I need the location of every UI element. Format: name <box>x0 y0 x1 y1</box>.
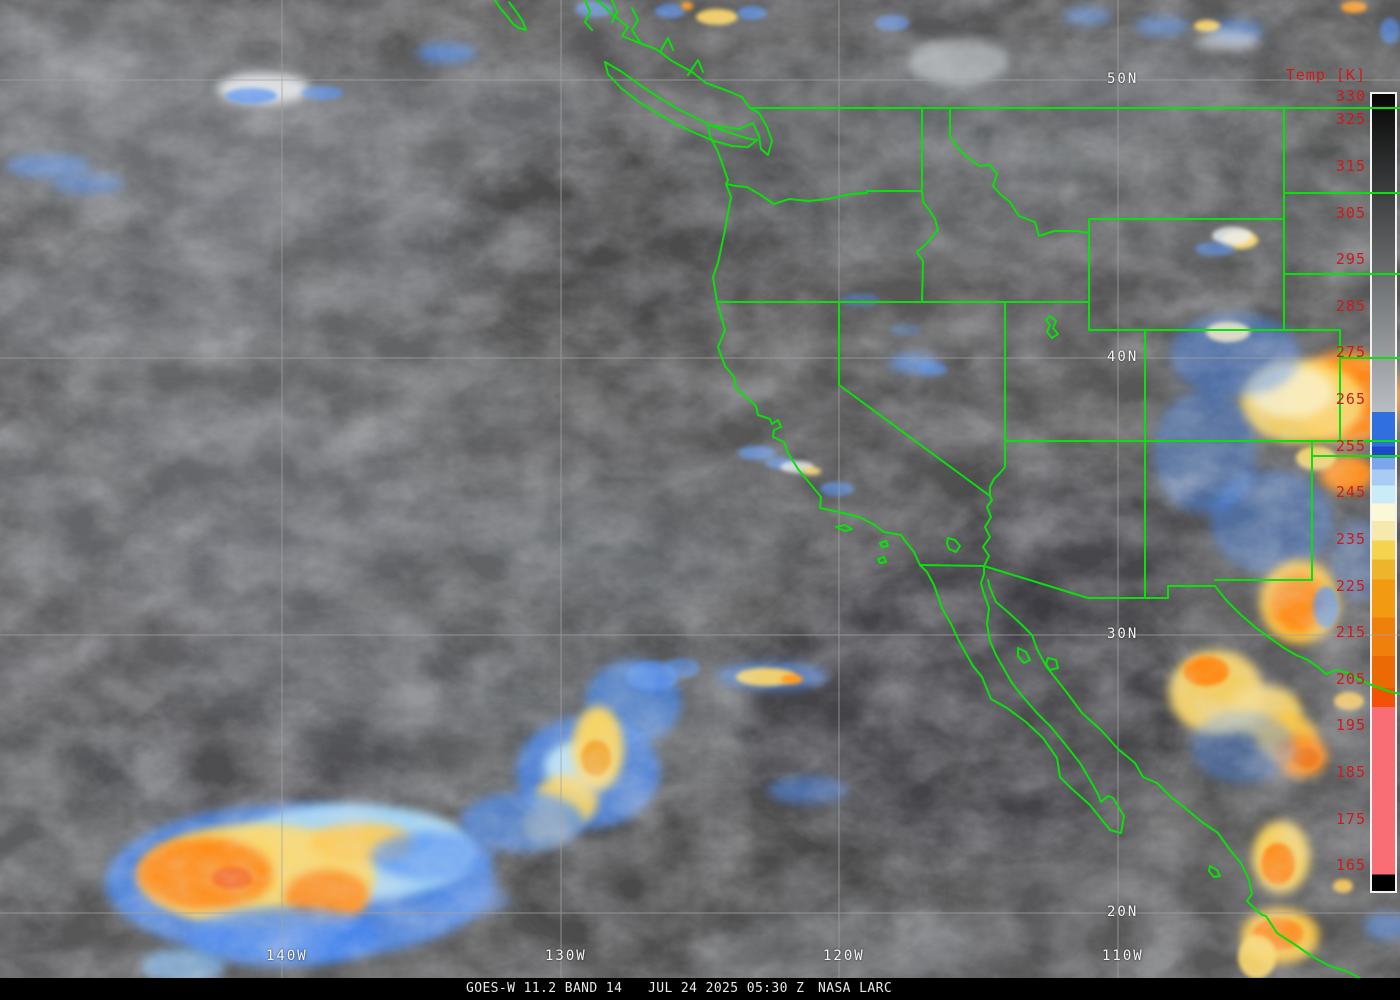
great-salt-lake-outline <box>1045 315 1059 339</box>
graticule-gridlines <box>0 0 1400 978</box>
mexico-mainland-coast <box>987 579 1361 978</box>
or-id-border-snake <box>916 190 939 303</box>
pacific-coastline <box>596 0 921 566</box>
wa-or-border-columbia <box>725 183 923 205</box>
channel-island-2 <box>879 540 889 548</box>
vancouver-island-outline <box>604 61 758 148</box>
channel-island-3 <box>877 556 887 564</box>
channel-island-1 <box>835 524 853 532</box>
gulf-island-angel <box>1017 647 1031 664</box>
islas-marias <box>1208 865 1221 878</box>
id-mt-border <box>949 107 1090 237</box>
satellite-cloud-imagery <box>0 0 1400 978</box>
caption-credit: NASA LARC <box>818 981 893 996</box>
az-nv-colorado-river <box>989 440 1006 497</box>
cloud-texture-light <box>0 0 1400 978</box>
bc-inlet-1 <box>584 0 593 31</box>
caption-bar: GOES-W 11.2 BAND 14 JUL 24 2025 05:30 Z … <box>0 978 1400 1000</box>
bc-inlet-3 <box>631 7 641 43</box>
caption-instrument: GOES-W 11.2 BAND 14 <box>466 981 623 996</box>
salton-sea-outline <box>946 537 961 553</box>
ca-nv-border <box>838 301 991 497</box>
bc-inlet-4 <box>659 37 674 53</box>
gulf-island-tiburon <box>1045 657 1059 671</box>
caption-datetime: JUL 24 2025 05:30 Z <box>648 981 805 996</box>
map-overlay <box>0 0 1400 978</box>
rio-grande-border <box>1214 585 1400 695</box>
us-mexico-border-ca <box>919 564 985 567</box>
political-borders <box>494 0 1400 978</box>
us-mexico-border-az-nm <box>983 565 1216 599</box>
baja-california-outline <box>919 564 1125 834</box>
az-ca-colorado-river <box>982 495 993 567</box>
bc-inlet-2 <box>611 0 618 23</box>
bc-inlet-5 <box>687 59 704 76</box>
haida-gwaii-outline <box>494 0 527 31</box>
